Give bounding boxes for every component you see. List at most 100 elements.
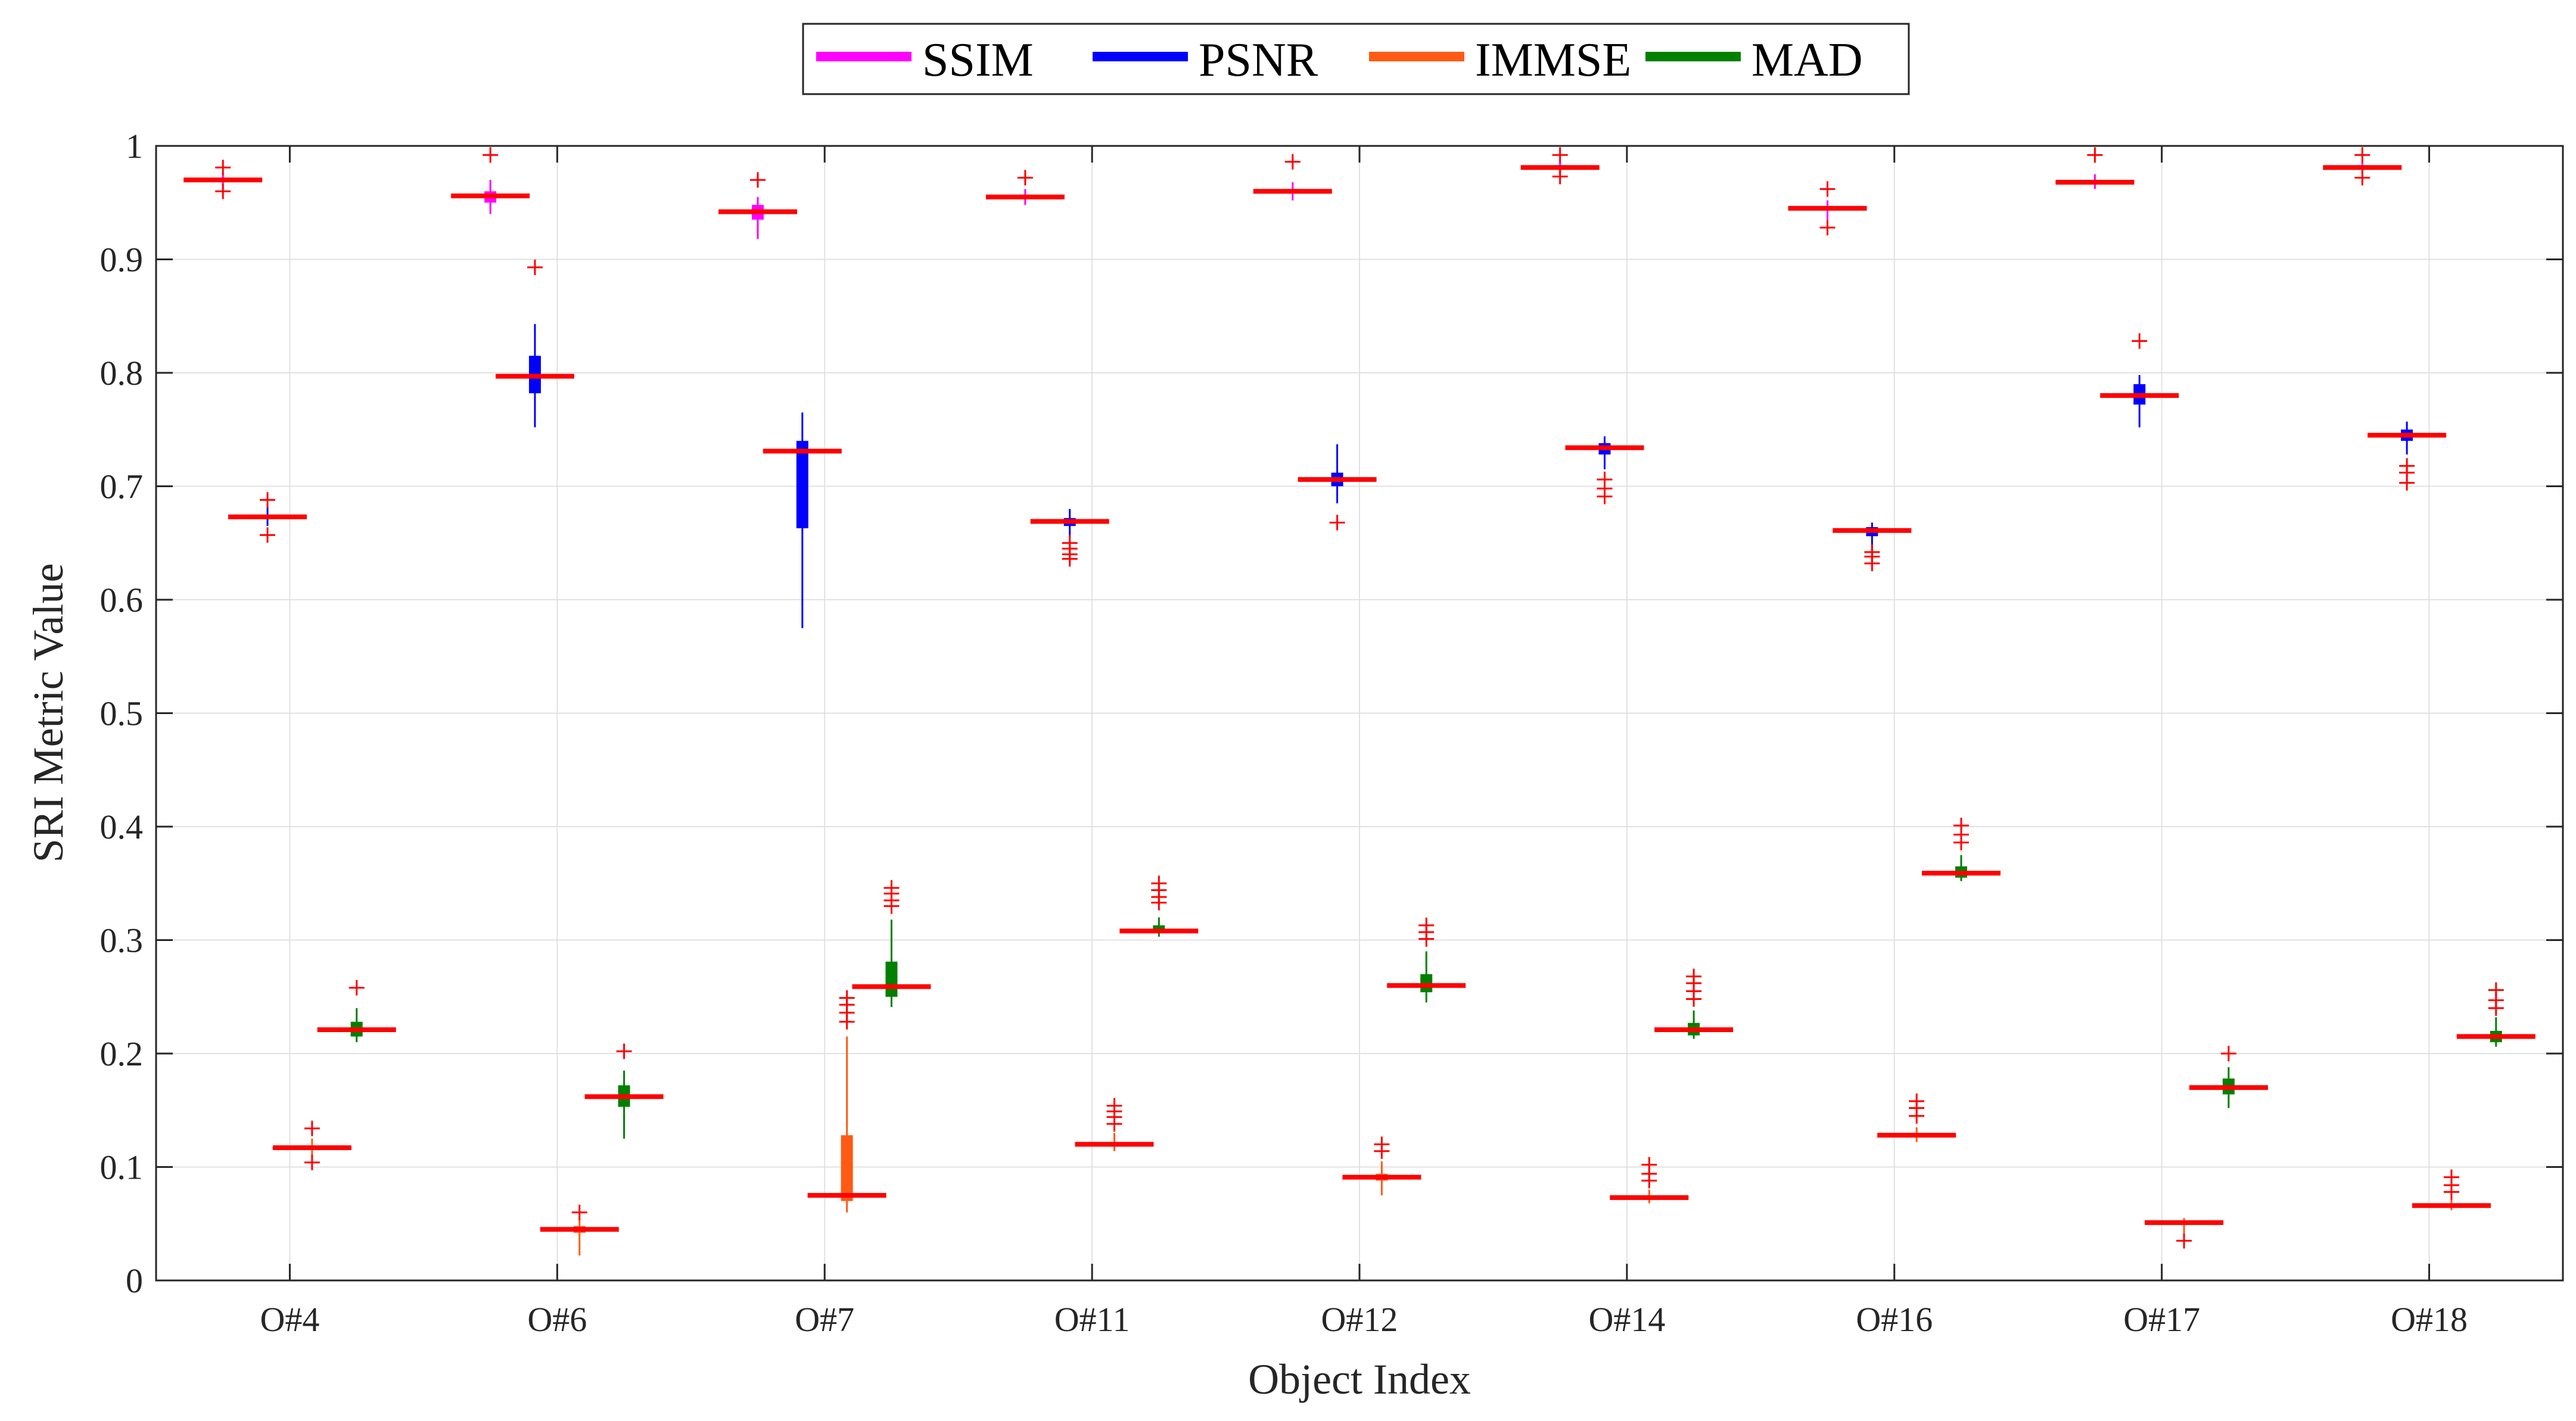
box-plot-mad: [1387, 917, 1466, 1003]
box-plot-psnr: [1565, 436, 1644, 504]
outlier-marker: [2220, 1046, 2236, 1061]
outlier-marker: [260, 492, 276, 508]
ticks: 0 0.1 0.2 0.3 0.4 0.5 0.6 0.7 0.8 0.9 1 O#4 O#6 O#7 O#…: [100, 127, 2563, 1339]
box-plot-psnr: [2367, 421, 2447, 491]
box-plot-ssim: [2323, 147, 2402, 186]
x-axis-label: Object Index: [1248, 1355, 1471, 1403]
y-tick-label: 0: [126, 1261, 143, 1300]
outlier-marker: [1953, 818, 1969, 834]
outlier-marker: [750, 172, 766, 188]
box-plot-ssim: [985, 170, 1065, 205]
outlier-marker: [1284, 154, 1301, 170]
legend-label-psnr: PSNR: [1199, 34, 1318, 86]
outlier-marker: [2488, 982, 2504, 998]
box-plot-mad: [2189, 1046, 2268, 1108]
outlier-marker: [571, 1204, 587, 1220]
box-plot-ssim: [451, 147, 530, 214]
x-tick-label: O#16: [1856, 1300, 1933, 1339]
y-tick-label: 1: [126, 127, 143, 166]
box-plot-ssim: [1520, 147, 1600, 185]
box-plot-ssim: [718, 172, 797, 239]
outlier-marker: [1017, 170, 1033, 186]
box-plot-immse: [2412, 1169, 2491, 1210]
box-plot-psnr: [763, 412, 842, 628]
outlier-marker: [304, 1154, 320, 1170]
outlier-marker: [2354, 147, 2370, 163]
outlier-marker: [1597, 488, 1613, 504]
outlier-marker: [1329, 515, 1345, 531]
x-tick-label: O#17: [2123, 1300, 2200, 1339]
outlier-marker: [1374, 1136, 1390, 1152]
outlier-marker: [1641, 1157, 1657, 1173]
outlier-marker: [1864, 556, 1880, 572]
legend-label-ssim: SSIM: [922, 34, 1034, 86]
outlier-marker: [839, 990, 855, 1006]
box-iqr: [885, 961, 898, 997]
box-plot-mad: [1119, 875, 1199, 937]
legend: SSIM PSNR IMMSE MAD: [802, 23, 1910, 95]
outlier-marker: [1819, 181, 1835, 197]
outlier-marker: [527, 259, 543, 275]
outlier-marker: [2443, 1169, 2459, 1185]
outlier-marker: [2087, 147, 2103, 163]
outlier-marker: [2176, 1233, 2192, 1249]
box-plot-immse: [1877, 1093, 1956, 1142]
x-tick-label: O#11: [1054, 1300, 1130, 1339]
outlier-marker: [2132, 333, 2148, 349]
y-tick-label: 0.8: [100, 354, 144, 392]
outlier-marker: [1062, 551, 1078, 567]
box-iqr: [796, 441, 808, 528]
x-tick-label: O#12: [1321, 1300, 1398, 1339]
box-plot-mad: [317, 980, 396, 1042]
outlier-marker: [883, 880, 900, 896]
outlier-marker: [2399, 475, 2415, 491]
outlier-marker: [483, 147, 499, 163]
box-plot-ssim: [1253, 154, 1332, 201]
box-plot-psnr: [2100, 333, 2179, 428]
y-tick-label: 0.6: [100, 581, 144, 619]
box-plot-mad: [2456, 982, 2535, 1047]
y-tick-label: 0.5: [100, 694, 144, 733]
box-plot-ssim: [2055, 147, 2135, 189]
outlier-marker: [1686, 968, 1702, 984]
box-plot-psnr: [495, 259, 574, 428]
outlier-marker: [1106, 1098, 1122, 1114]
outlier-marker: [1418, 917, 1435, 933]
box-plot-ssim: [183, 160, 263, 200]
box-plot-mad: [1654, 968, 1734, 1039]
box-plot-immse: [1342, 1136, 1421, 1196]
x-tick-label: O#18: [2391, 1300, 2468, 1339]
outlier-marker: [215, 160, 231, 176]
y-tick-label: 0.3: [100, 921, 144, 960]
outlier-marker: [304, 1120, 320, 1136]
outlier-marker: [1819, 220, 1835, 236]
x-tick-label: O#7: [795, 1300, 854, 1339]
y-tick-label: 0.7: [100, 468, 144, 506]
box-iqr: [841, 1135, 853, 1201]
box-plot-immse: [1610, 1157, 1689, 1204]
outlier-marker: [2354, 170, 2370, 186]
box-plot-immse: [2145, 1218, 2224, 1249]
box-plot-immse: [540, 1204, 619, 1256]
box-plot-ssim: [1788, 181, 1867, 236]
outlier-marker: [1552, 147, 1568, 163]
x-tick-label: O#6: [527, 1300, 587, 1339]
box-plot-psnr: [228, 492, 307, 543]
box-plot-mad: [1922, 818, 2001, 881]
outlier-marker: [349, 980, 365, 996]
y-tick-label: 0.4: [100, 808, 144, 846]
box-plot-immse: [272, 1120, 351, 1170]
outlier-marker: [1552, 169, 1568, 185]
y-tick-label: 0.9: [100, 241, 144, 279]
legend-label-immse: IMMSE: [1475, 34, 1631, 86]
box-plot-mad: [852, 880, 931, 1007]
box-plot-psnr: [1833, 522, 1912, 572]
outlier-marker: [1151, 875, 1167, 892]
box-plot-psnr: [1298, 444, 1377, 531]
box-plot-immse: [1075, 1098, 1154, 1151]
box-plot-psnr: [1030, 509, 1109, 567]
outlier-marker: [616, 1043, 632, 1059]
box-plot-mad: [584, 1043, 664, 1139]
x-tick-label: O#4: [260, 1300, 319, 1339]
